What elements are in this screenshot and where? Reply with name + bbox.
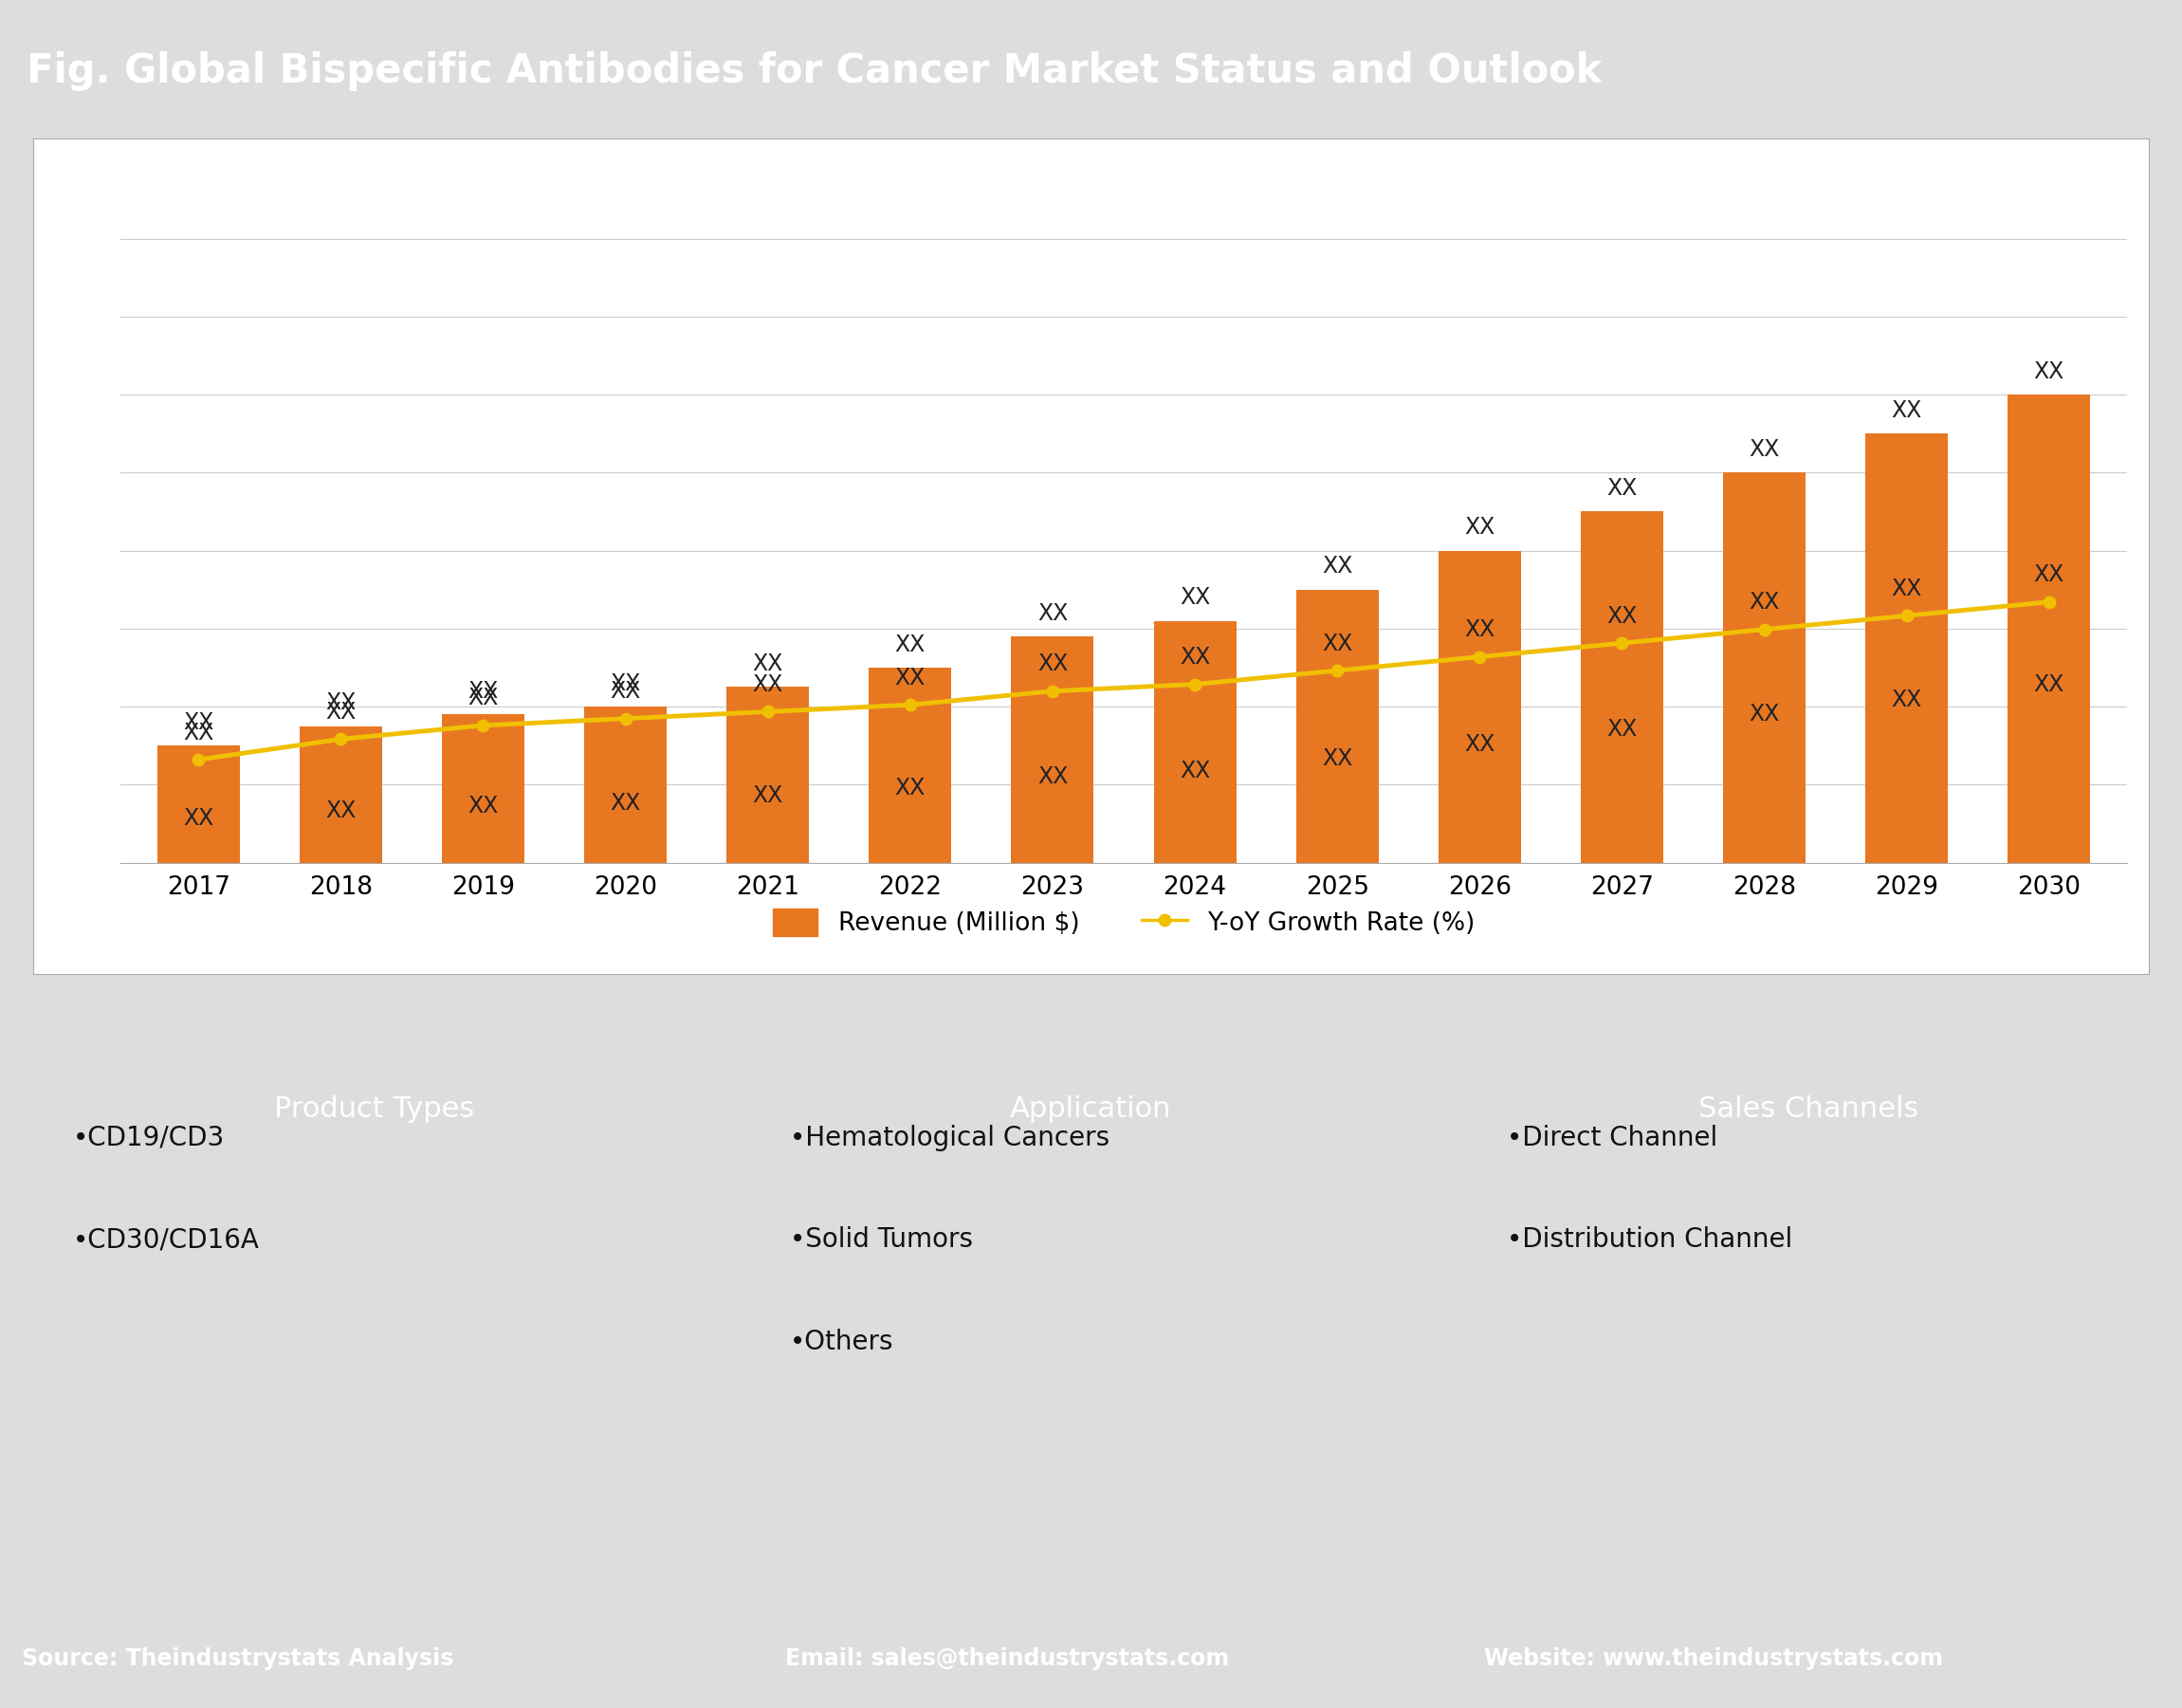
Text: XX: XX: [1464, 733, 1495, 755]
Bar: [1154, 620, 1237, 863]
Text: XX: XX: [183, 806, 214, 830]
Bar: [868, 668, 951, 863]
Text: XX: XX: [1606, 605, 1636, 627]
Bar: [441, 714, 524, 863]
Text: XX: XX: [753, 652, 783, 675]
Text: XX: XX: [325, 692, 356, 714]
Text: XX: XX: [611, 793, 642, 815]
Text: XX: XX: [1036, 601, 1067, 625]
Text: XX: XX: [895, 666, 925, 690]
Text: XX: XX: [2034, 360, 2064, 383]
Bar: [1866, 434, 1949, 863]
Text: XX: XX: [1892, 400, 1922, 422]
Text: XX: XX: [1180, 646, 1211, 668]
Text: XX: XX: [1464, 618, 1495, 640]
Text: XX: XX: [2034, 564, 2064, 586]
Text: XX: XX: [753, 784, 783, 808]
Text: XX: XX: [611, 673, 642, 695]
Text: XX: XX: [611, 680, 642, 704]
Bar: [1438, 550, 1521, 863]
Text: XX: XX: [1036, 652, 1067, 675]
Text: XX: XX: [1322, 748, 1353, 770]
Text: •Direct Channel: •Direct Channel: [1508, 1124, 1717, 1151]
Text: XX: XX: [467, 680, 497, 702]
Text: XX: XX: [325, 700, 356, 724]
Text: •CD30/CD16A: •CD30/CD16A: [72, 1226, 260, 1254]
Text: XX: XX: [183, 711, 214, 734]
Text: Email: sales@theindustrystats.com: Email: sales@theindustrystats.com: [786, 1647, 1228, 1670]
Text: Sales Channels: Sales Channels: [1698, 1095, 1918, 1124]
Bar: [1724, 473, 1807, 863]
Text: XX: XX: [467, 687, 497, 711]
Text: •CD19/CD3: •CD19/CD3: [72, 1124, 225, 1151]
Text: •Solid Tumors: •Solid Tumors: [790, 1226, 973, 1254]
Text: Fig. Global Bispecific Antibodies for Cancer Market Status and Outlook: Fig. Global Bispecific Antibodies for Ca…: [26, 51, 1602, 91]
Text: Product Types: Product Types: [273, 1095, 473, 1124]
Text: •Hematological Cancers: •Hematological Cancers: [790, 1124, 1111, 1151]
Bar: [157, 746, 240, 863]
Text: Source: Theindustrystats Analysis: Source: Theindustrystats Analysis: [22, 1647, 454, 1670]
Text: XX: XX: [1750, 591, 1781, 613]
Text: •Others: •Others: [790, 1329, 895, 1354]
Text: •Distribution Channel: •Distribution Channel: [1508, 1226, 1794, 1254]
Text: XX: XX: [1892, 577, 1922, 600]
Text: XX: XX: [1750, 439, 1781, 461]
Bar: [585, 707, 668, 863]
Text: XX: XX: [1180, 760, 1211, 782]
Text: XX: XX: [2034, 673, 2064, 697]
Text: XX: XX: [895, 777, 925, 799]
Text: XX: XX: [753, 673, 783, 697]
Text: XX: XX: [1322, 632, 1353, 654]
Text: Website: www.theindustrystats.com: Website: www.theindustrystats.com: [1484, 1647, 1942, 1670]
Text: XX: XX: [895, 634, 925, 656]
Bar: [1296, 589, 1379, 863]
Text: XX: XX: [325, 799, 356, 822]
Text: XX: XX: [1606, 717, 1636, 741]
Text: XX: XX: [1750, 704, 1781, 726]
Bar: [1010, 637, 1093, 863]
Bar: [727, 687, 810, 863]
Bar: [1580, 512, 1663, 863]
Text: XX: XX: [183, 721, 214, 745]
Text: XX: XX: [1036, 765, 1067, 787]
Text: XX: XX: [1322, 555, 1353, 577]
Bar: [2007, 395, 2090, 863]
Text: Application: Application: [1010, 1095, 1172, 1124]
Text: XX: XX: [1606, 477, 1636, 500]
Text: XX: XX: [1464, 516, 1495, 540]
Text: XX: XX: [1180, 586, 1211, 610]
Bar: [299, 726, 382, 863]
Text: XX: XX: [1892, 688, 1922, 711]
Legend: Revenue (Million $), Y-oY Growth Rate (%): Revenue (Million $), Y-oY Growth Rate (%…: [764, 898, 1484, 946]
Text: XX: XX: [467, 794, 497, 818]
